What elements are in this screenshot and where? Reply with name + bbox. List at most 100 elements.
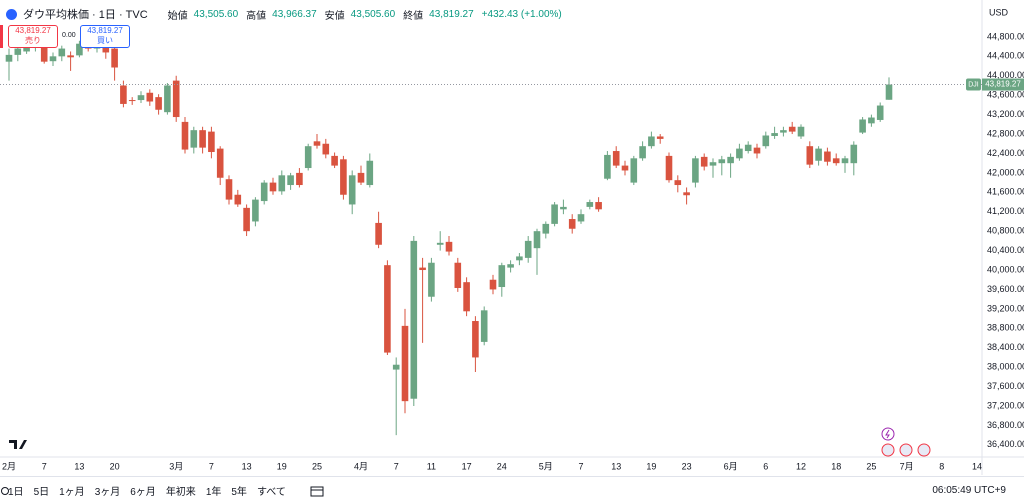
candle-body — [392, 364, 400, 370]
candle-body — [665, 155, 673, 181]
y-tick-label: 42,000.00 — [987, 167, 1024, 177]
event-icon[interactable] — [881, 427, 895, 441]
header: ダウ平均株価 · 1日 · TVC 始値 43,505.60 高値 43,966.3… — [6, 6, 564, 22]
candle-body — [683, 192, 690, 196]
change: +432.43 (+1.00%) — [481, 8, 562, 20]
range-button[interactable]: 5日 — [33, 487, 50, 498]
ohlc-label: 始値 — [167, 10, 188, 22]
candle-body — [815, 148, 822, 161]
candle-body — [630, 158, 638, 183]
x-tick-label: 19 — [277, 461, 287, 471]
candle-body — [621, 165, 629, 171]
y-tick-label: 44,400.00 — [987, 51, 1024, 61]
y-tick-label: 44,800.00 — [987, 31, 1024, 41]
price-tag: 43,819.27 — [985, 80, 1021, 89]
x-tick-label: 7 — [209, 461, 214, 471]
logo — [9, 440, 27, 449]
candle-body — [14, 48, 22, 55]
x-tick-label: 5月 — [539, 461, 553, 471]
candle-body — [137, 95, 145, 101]
candle-body — [67, 55, 74, 58]
y-tick-label: 39,600.00 — [987, 284, 1024, 294]
symbol-tag: DJI — [968, 81, 979, 88]
x-tick-label: 7 — [394, 461, 399, 471]
candle-body — [700, 156, 708, 167]
currency: USD — [989, 7, 1009, 17]
buy-button[interactable]: 43,819.27 買い — [80, 25, 130, 48]
candle-body — [384, 265, 391, 353]
ohlc-value: 43,505.60 — [193, 8, 239, 20]
candle-body — [357, 172, 365, 183]
settings-icon[interactable] — [0, 486, 10, 496]
candle-body — [797, 126, 805, 137]
candle-body — [868, 117, 875, 124]
symbol-icon — [6, 8, 17, 20]
candle-body — [172, 80, 180, 118]
candle-body — [164, 85, 171, 113]
x-tick-label: 17 — [462, 461, 472, 471]
range-button[interactable]: 3ヶ月 — [94, 487, 121, 498]
candle-body — [322, 143, 330, 155]
candle-body — [410, 240, 418, 399]
y-tick-label: 37,200.00 — [987, 400, 1024, 410]
range-button[interactable]: 1ヶ月 — [59, 487, 85, 498]
candle-body — [190, 130, 198, 148]
candle-body — [489, 279, 497, 290]
x-tick-label: 11 — [427, 461, 436, 471]
candle-body — [595, 202, 602, 210]
x-tick-label: 7月 — [900, 461, 914, 471]
x-tick-label: 18 — [831, 461, 841, 471]
candle-body — [401, 325, 409, 402]
x-tick-label: 6 — [763, 461, 768, 471]
x-tick-label: 13 — [611, 461, 621, 471]
candle-body — [296, 172, 303, 186]
candle-body — [436, 242, 444, 245]
candle-body — [472, 321, 479, 358]
y-tick-label: 42,800.00 — [987, 128, 1024, 138]
y-tick-label: 41,200.00 — [987, 206, 1024, 216]
flag-icon[interactable] — [899, 443, 913, 457]
candle-body — [498, 265, 506, 288]
range-button[interactable]: 1日 — [8, 487, 24, 498]
x-tick-label: 7 — [42, 461, 47, 471]
candle-body — [885, 84, 893, 100]
range-button[interactable]: 年初来 — [165, 487, 196, 498]
range-button[interactable]: すべて — [256, 487, 286, 498]
side-marker — [0, 25, 3, 48]
candle-body — [234, 194, 242, 205]
candle-body — [718, 159, 726, 164]
event-icon-glyph — [885, 429, 890, 439]
range-button[interactable]: 5年 — [231, 487, 247, 498]
candle-body — [832, 158, 840, 164]
symbol-tag-bg — [966, 78, 981, 91]
candle-body — [480, 310, 488, 342]
symbol[interactable]: ダウ平均株価 · 1日 · TVC — [23, 9, 148, 21]
flag-icon[interactable] — [881, 443, 895, 457]
x-tick-label: 7 — [578, 461, 583, 471]
candle-body — [181, 121, 189, 150]
flag-icon[interactable] — [917, 443, 931, 457]
candle-body — [876, 105, 884, 120]
ohlc-label: 終値 — [403, 10, 424, 22]
candle-body — [146, 92, 154, 102]
sell-button[interactable]: 43,819.27 売り — [8, 25, 58, 48]
candle-body — [120, 85, 127, 104]
clock: 06:05:49 UTC+9 — [932, 485, 1006, 496]
candle-body — [208, 131, 215, 153]
x-tick-label: 4月 — [354, 461, 368, 471]
buy-price: 43,819.27 — [87, 26, 123, 35]
candle-body — [542, 223, 550, 234]
candle-body — [49, 56, 57, 62]
candle-body — [612, 151, 620, 166]
calendar-icon[interactable] — [310, 485, 324, 497]
range-button[interactable]: 1年 — [205, 487, 222, 498]
candle-body — [762, 135, 770, 147]
candle-body — [692, 158, 699, 183]
y-tick-label: 36,800.00 — [987, 420, 1024, 430]
candle-body — [366, 160, 374, 186]
sell-price: 43,819.27 — [15, 26, 51, 35]
x-tick-label: 6月 — [724, 461, 738, 471]
candle-body — [736, 148, 743, 159]
range-button[interactable]: 6ヶ月 — [130, 487, 156, 498]
y-tick-label: 39,200.00 — [987, 303, 1024, 313]
